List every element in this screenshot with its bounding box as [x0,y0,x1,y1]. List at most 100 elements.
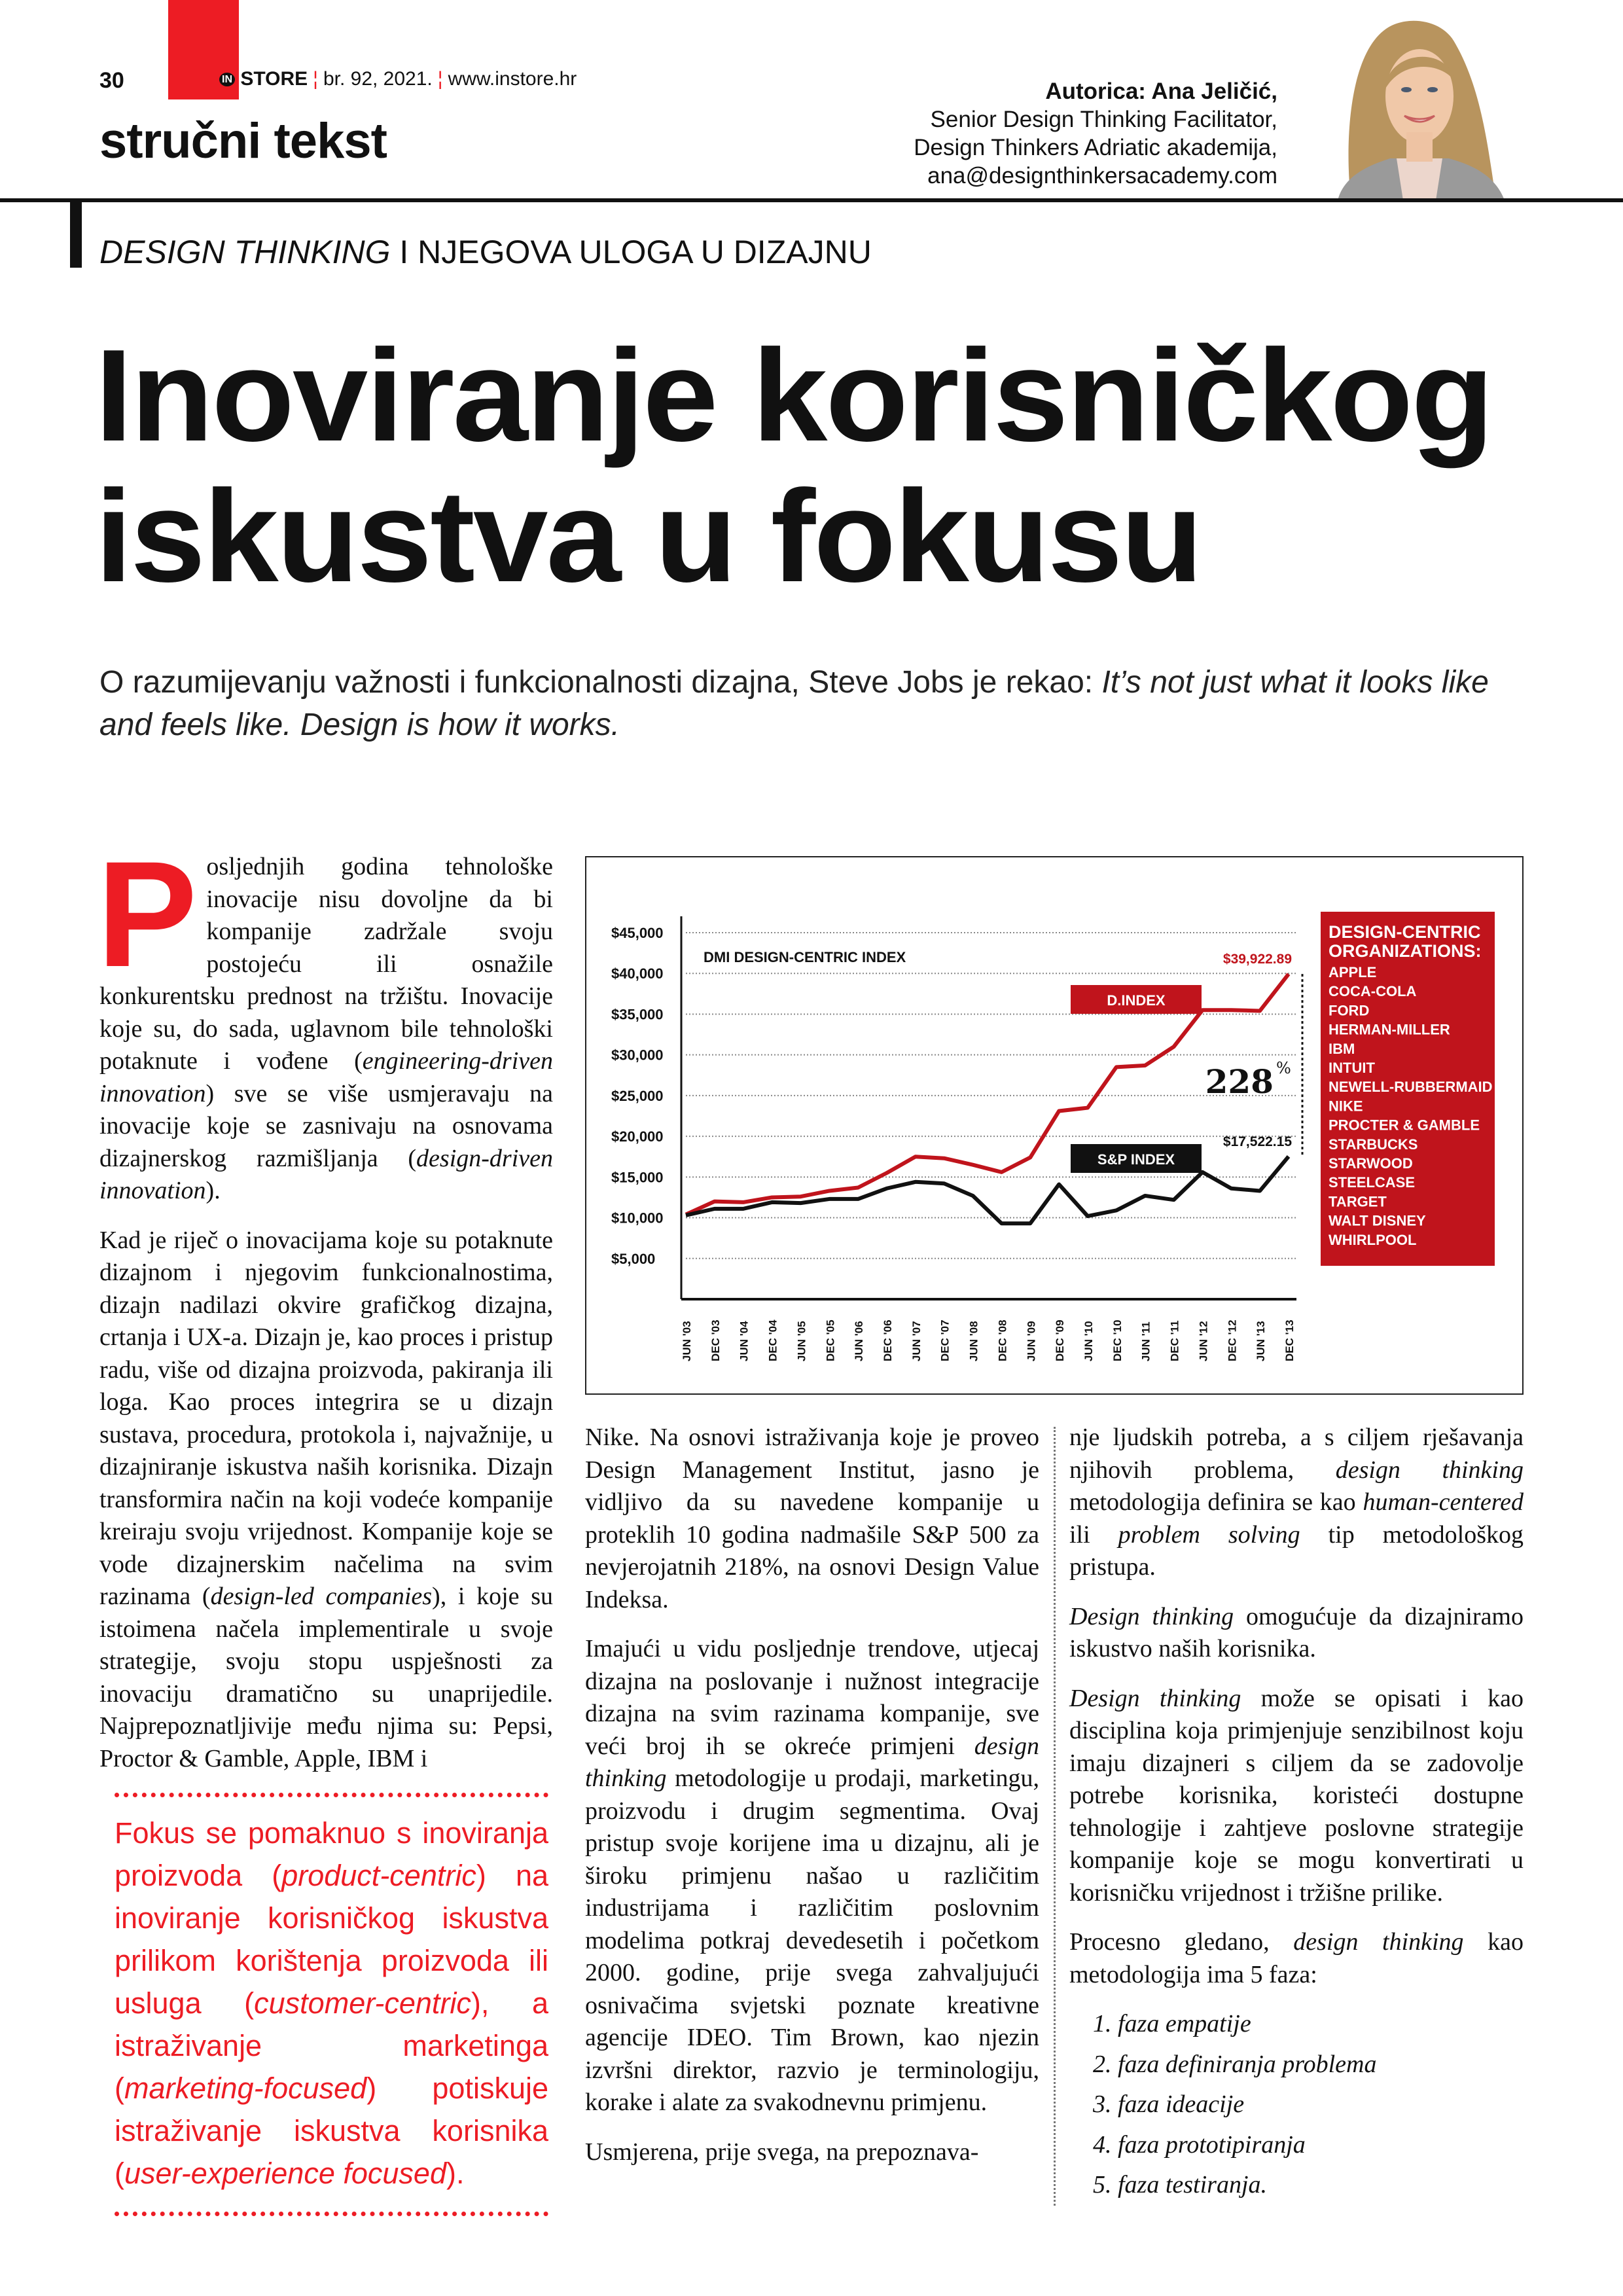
x-tick-label: JUN '06 [853,1321,865,1361]
page-number: 30 [99,68,124,93]
phase-item: 3. faza ideacije [1093,2090,1245,2118]
paragraph: Imajući u vidu posljednje trendove, utje… [585,1635,1039,2116]
end-value-label: $17,522.15 [1223,1134,1292,1149]
d-index-line [685,973,1291,1217]
organization-item: APPLE [1329,964,1376,980]
organizations-title: ORGANIZATIONS: [1329,941,1481,961]
intro-lead: O razumijevanju važnosti i funkcionalnos… [99,661,1507,746]
website-link[interactable]: www.instore.hr [448,68,577,90]
organization-item: WALT DISNEY [1329,1213,1426,1229]
legend-label: D.INDEX [1107,992,1166,1009]
x-tick-label: JUN '10 [1082,1321,1095,1361]
x-tick-label: DEC '13 [1283,1319,1296,1361]
x-tick-label: DEC '04 [767,1319,779,1361]
author-email[interactable]: ana@designthinkersacademy.com [927,163,1277,188]
author-role: Senior Design Thinking Facilitator, [930,107,1277,132]
paragraph: Design thinking omogućuje da dizajniramo… [1069,1602,1524,1663]
organization-item: NIKE [1329,1098,1363,1114]
x-tick-label: JUN '13 [1255,1321,1267,1361]
x-tick-label: DEC '06 [882,1319,894,1361]
legend-label: S&P INDEX [1097,1151,1175,1168]
x-tick-label: DEC '09 [1054,1319,1066,1361]
headline-line-2: iskustva u fokusu [95,463,1203,609]
chart-title: DMI DESIGN-CENTRIC INDEX [704,949,906,965]
intro-quote: It’s not just what it looks like and fee… [99,665,1489,742]
header-rule [0,198,1623,202]
magazine-logo-badge: IN [219,73,235,87]
organization-item: IBM [1329,1041,1355,1057]
y-tick-label: $10,000 [611,1210,664,1227]
paragraph: Nike. Na osnovi istraživanja koje je pro… [585,1424,1039,1613]
x-tick-label: DEC '11 [1169,1320,1181,1361]
organization-item: COCA-COLA [1329,983,1417,999]
phase-item: 1. faza empatije [1093,2010,1251,2037]
sp-index-line [685,1155,1291,1226]
organization-item: INTUIT [1329,1060,1375,1076]
chart-figure: $5,000 $10,000 $15,000 $20,000 $25,000 $30,00… [585,856,1524,1395]
author-organization: Design Thinkers Adriatic akademija, [914,135,1277,160]
organization-item: STEELCASE [1329,1174,1415,1191]
end-value-label: $39,922.89 [1223,952,1292,967]
legend-box [1071,1144,1202,1173]
y-tick-label: $25,000 [611,1088,664,1104]
drop-cap: P [97,830,198,998]
column-2: Nike. Na osnovi istraživanja koje je pro… [585,1422,1039,2185]
organization-item: STARWOOD [1329,1155,1413,1172]
kicker-italic: DESIGN THINKING [99,234,391,270]
y-tick-label: $40,000 [611,965,664,982]
y-tick-label: $5,000 [611,1251,655,1267]
organization-item: PROCTER & GAMBLE [1329,1117,1480,1134]
author-block: Autorica: Ana Jeličić, Senior Design Thi… [914,77,1277,190]
organization-item: HERMAN-MILLER [1329,1022,1450,1038]
x-tick-label: DEC '05 [824,1319,836,1361]
organization-item: WHIRLPOOL [1329,1232,1416,1248]
intro-text: O razumijevanju važnosti i funkcionalnos… [99,665,1102,700]
paragraph: Usmjerena, prije svega, na prepoznava- [585,2138,979,2166]
dmi-index-chart: $5,000 $10,000 $15,000 $20,000 $25,000 $30,00… [611,912,1495,1361]
kicker-bar [70,202,82,268]
author-name: Autorica: Ana Jeličić, [1045,79,1277,104]
x-tick-label: JUN '12 [1197,1321,1209,1361]
paragraph: nje ljudskih potreba, a s ciljem rješava… [1069,1424,1524,1581]
column-divider [1054,1427,1056,2206]
x-tick-label: DEC '03 [709,1319,722,1361]
kicker-text: I NJEGOVA ULOGA U DIZAJNU [390,234,872,270]
y-tick-label: $20,000 [611,1128,664,1145]
x-tick-label: JUN '05 [795,1321,808,1361]
magazine-logo: STORE [240,68,308,90]
x-tick-label: JUN '11 [1140,1321,1152,1361]
x-tick-label: DEC '08 [996,1319,1008,1361]
masthead: IN STORE ¦ br. 92, 2021. ¦ www.instore.hr [219,68,577,90]
paragraph: Design thinking može se opisati i kao di… [1069,1684,1524,1907]
organization-item: TARGET [1329,1193,1387,1210]
x-tick-label: JUN '09 [1025,1321,1037,1361]
y-tick-label: $35,000 [611,1006,664,1022]
x-tick-label: JUN '08 [968,1321,980,1361]
organization-item: FORD [1329,1002,1369,1018]
y-tick-label: $45,000 [611,925,664,941]
paragraph: Procesno gledano, design thinking kao me… [1069,1928,1524,1988]
difference-unit: % [1276,1059,1291,1077]
x-tick-label: DEC '10 [1111,1319,1124,1361]
x-tick-label: DEC '07 [939,1319,952,1361]
phase-item: 4. faza prototipiranja [1093,2130,1306,2159]
column-3: nje ljudskih potreba, a s ciljem rješava… [1069,1422,1524,2210]
issue-number: br. 92, 2021. [323,68,433,90]
y-tick-label: $15,000 [611,1169,664,1185]
author-photo [1325,18,1514,200]
section-title: stručni tekst [99,113,387,169]
x-tick-label: JUN '04 [738,1321,751,1361]
separator: ¦ [313,68,318,90]
organizations-title: DESIGN-CENTRIC [1329,922,1481,942]
x-tick-label: JUN '07 [910,1321,923,1361]
paragraph: Kad je riječ o inovacijama koje su potak… [99,1226,553,1772]
legend-box [1071,985,1202,1014]
phase-item: 5. faza testiranja. [1093,2171,1268,2198]
phase-item: 2. faza definiranja problema [1093,2050,1377,2078]
x-tick-label: JUN '03 [681,1321,693,1361]
x-tick-label: DEC '12 [1226,1319,1238,1361]
article-kicker: DESIGN THINKING I NJEGOVA ULOGA U DIZAJN… [99,233,872,271]
pull-quote: Fokus se pomaknuo s inoviranja proizvoda… [115,1793,548,2216]
organizations-panel [1321,912,1495,1266]
